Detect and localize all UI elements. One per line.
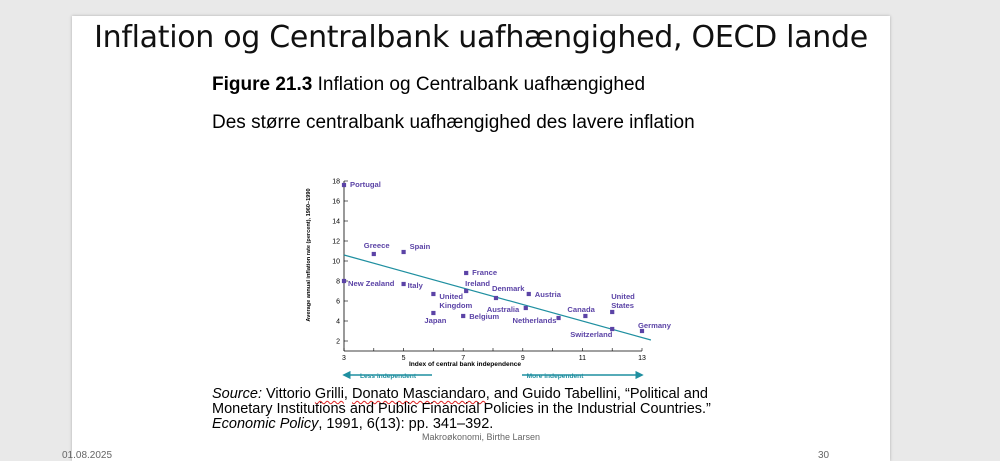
x-tick-label: 3 — [342, 355, 346, 362]
y-tick-label: 4 — [336, 318, 340, 325]
point-label: Ireland — [465, 279, 490, 288]
point-label: Spain — [410, 242, 431, 251]
data-point — [523, 305, 528, 311]
figure-number: Figure 21.3 — [212, 74, 313, 95]
source-prefix: Source: — [212, 386, 262, 402]
source-text-end: , 1991, 6(13): pp. 341–392. — [318, 416, 494, 432]
point-label: Kingdom — [439, 301, 472, 310]
source-citation: Source: Vittorio Grilli, Donato Masciand… — [212, 386, 711, 432]
footer-date: 01.08.2025 — [62, 450, 113, 461]
scatter-chart: 2 4 6 8 10 12 14 16 18 3 5 7 9 11 13 Portugal Greece Spa… — [306, 178, 672, 380]
slide: Inflation og Centralbank uafhængighed, O… — [72, 16, 890, 461]
figure-caption-line: Figure 21.3 Inflation og Centralbank uaf… — [212, 74, 645, 96]
y-tick-label: 14 — [332, 218, 340, 225]
data-point — [341, 278, 347, 284]
y-tick-label: 16 — [332, 198, 340, 205]
x-tick-label: 9 — [521, 355, 525, 362]
y-tick-label: 12 — [332, 238, 340, 245]
data-point — [610, 309, 615, 315]
data-point — [556, 315, 561, 321]
y-tick-label: 10 — [332, 258, 340, 265]
slide-subtitle: Des større centralbank uafhængighed des … — [212, 112, 695, 133]
data-point — [639, 328, 645, 334]
axes: 2 4 6 8 10 12 14 16 18 3 5 7 9 11 13 — [332, 178, 646, 362]
x-tick-label: 13 — [638, 355, 646, 362]
point-label: Germany — [638, 321, 672, 330]
data-point — [431, 291, 436, 297]
data-point — [493, 295, 499, 301]
source-text-mid: , and Guido Tabellini, “Political and Mo… — [212, 386, 711, 417]
y-axis-label: Average annual inflation rate (percent),… — [306, 188, 312, 321]
data-point — [464, 288, 469, 294]
point-label: Switzerland — [570, 330, 613, 339]
data-point — [431, 310, 436, 316]
y-tick-label: 8 — [336, 278, 340, 285]
data-point — [401, 281, 406, 287]
point-label: New Zealand — [348, 279, 395, 288]
point-label: Australia — [487, 305, 520, 314]
point-label: Belgium — [469, 312, 499, 321]
point-label: Canada — [567, 305, 595, 314]
y-tick-label: 6 — [336, 298, 340, 305]
points-layer: Portugal Greece Spain New Zealand Italy Franc… — [341, 180, 672, 339]
point-label: Denmark — [492, 284, 525, 293]
data-point — [610, 326, 615, 332]
source-author2: Donato Masciandaro — [351, 386, 486, 402]
data-point — [461, 313, 466, 319]
point-label: States — [611, 301, 634, 310]
figure-caption: Inflation og Centralbank uafhængighed — [317, 74, 646, 95]
data-point — [526, 291, 531, 297]
point-label: Austria — [535, 290, 562, 299]
footer-author: Makroøkonomi, Birthe Larsen — [421, 432, 541, 442]
point-label: Japan — [424, 316, 446, 325]
x-axis-label: Index of central bank independence — [409, 361, 521, 368]
y-tick-label: 18 — [332, 178, 340, 185]
point-label: United — [439, 292, 463, 301]
data-point — [341, 182, 347, 188]
data-point — [583, 313, 588, 319]
point-label: United — [611, 292, 635, 301]
footer-page-number: 30 — [818, 450, 830, 461]
source-journal: Economic Policy — [212, 416, 319, 432]
x-tick-label: 5 — [402, 355, 406, 362]
x-tick-label: 11 — [579, 355, 586, 362]
y-tick-label: 2 — [336, 338, 340, 345]
right-arrow-label: More independent — [527, 373, 585, 380]
x-tick-label: 7 — [461, 355, 465, 362]
slide-title: Inflation og Centralbank uafhængighed, O… — [94, 20, 868, 55]
source-author1-first: Vittorio — [266, 386, 311, 402]
left-arrow-label: Less independent — [360, 373, 417, 380]
point-label: Greece — [364, 241, 390, 250]
point-label: Netherlands — [513, 316, 557, 325]
data-point — [371, 251, 376, 257]
point-label: France — [472, 268, 497, 277]
data-point — [401, 249, 406, 255]
point-label: Italy — [408, 281, 424, 290]
point-label: Portugal — [350, 180, 381, 189]
source-author1-last: Grilli — [314, 386, 344, 402]
data-point — [464, 270, 469, 276]
